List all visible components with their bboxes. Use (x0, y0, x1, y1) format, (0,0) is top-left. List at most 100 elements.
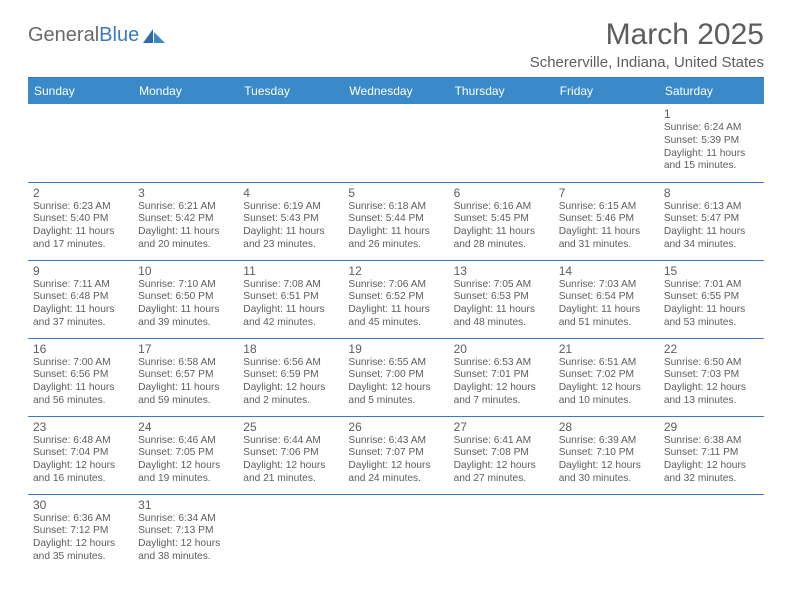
day-cell (28, 104, 133, 182)
sunrise-text: Sunrise: 6:55 AM (348, 357, 443, 370)
daylight-text: Daylight: 11 hours and 45 minutes. (348, 304, 443, 330)
sunrise-text: Sunrise: 6:21 AM (138, 201, 233, 214)
day-info: Sunrise: 6:15 AMSunset: 5:46 PMDaylight:… (559, 201, 654, 252)
sunrise-text: Sunrise: 7:11 AM (33, 279, 128, 292)
sunset-text: Sunset: 6:54 PM (559, 291, 654, 304)
weekday-header: Thursday (449, 78, 554, 104)
day-info: Sunrise: 6:36 AMSunset: 7:12 PMDaylight:… (33, 513, 128, 564)
day-info: Sunrise: 6:19 AMSunset: 5:43 PMDaylight:… (243, 201, 338, 252)
day-info: Sunrise: 6:48 AMSunset: 7:04 PMDaylight:… (33, 435, 128, 486)
sunrise-text: Sunrise: 6:15 AM (559, 201, 654, 214)
sunrise-text: Sunrise: 6:41 AM (454, 435, 549, 448)
day-number: 8 (664, 186, 759, 200)
daylight-text: Daylight: 11 hours and 23 minutes. (243, 226, 338, 252)
sunrise-text: Sunrise: 6:44 AM (243, 435, 338, 448)
weekday-header-row: Sunday Monday Tuesday Wednesday Thursday… (28, 78, 764, 104)
daylight-text: Daylight: 12 hours and 7 minutes. (454, 382, 549, 408)
day-cell: 6Sunrise: 6:16 AMSunset: 5:45 PMDaylight… (449, 182, 554, 260)
day-number: 6 (454, 186, 549, 200)
daylight-text: Daylight: 12 hours and 30 minutes. (559, 460, 654, 486)
daylight-text: Daylight: 12 hours and 38 minutes. (138, 538, 233, 564)
day-number: 28 (559, 420, 654, 434)
sunset-text: Sunset: 5:45 PM (454, 213, 549, 226)
sunrise-text: Sunrise: 6:56 AM (243, 357, 338, 370)
sunset-text: Sunset: 7:13 PM (138, 525, 233, 538)
day-cell (554, 104, 659, 182)
day-cell: 19Sunrise: 6:55 AMSunset: 7:00 PMDayligh… (343, 338, 448, 416)
day-number: 22 (664, 342, 759, 356)
sail-icon (141, 27, 167, 45)
sunset-text: Sunset: 7:08 PM (454, 447, 549, 460)
day-number: 14 (559, 264, 654, 278)
day-number: 10 (138, 264, 233, 278)
sunset-text: Sunset: 6:52 PM (348, 291, 443, 304)
day-cell: 25Sunrise: 6:44 AMSunset: 7:06 PMDayligh… (238, 416, 343, 494)
day-info: Sunrise: 7:08 AMSunset: 6:51 PMDaylight:… (243, 279, 338, 330)
daylight-text: Daylight: 11 hours and 15 minutes. (664, 148, 759, 174)
day-number: 26 (348, 420, 443, 434)
day-cell: 26Sunrise: 6:43 AMSunset: 7:07 PMDayligh… (343, 416, 448, 494)
sunset-text: Sunset: 5:46 PM (559, 213, 654, 226)
calendar-table: Sunday Monday Tuesday Wednesday Thursday… (28, 78, 764, 572)
daylight-text: Daylight: 11 hours and 20 minutes. (138, 226, 233, 252)
sunset-text: Sunset: 5:44 PM (348, 213, 443, 226)
month-title: March 2025 (530, 18, 764, 52)
sunrise-text: Sunrise: 6:38 AM (664, 435, 759, 448)
day-number: 21 (559, 342, 654, 356)
day-number: 1 (664, 107, 759, 121)
sunset-text: Sunset: 6:57 PM (138, 369, 233, 382)
day-cell: 3Sunrise: 6:21 AMSunset: 5:42 PMDaylight… (133, 182, 238, 260)
daylight-text: Daylight: 11 hours and 26 minutes. (348, 226, 443, 252)
day-cell (554, 494, 659, 572)
day-cell: 10Sunrise: 7:10 AMSunset: 6:50 PMDayligh… (133, 260, 238, 338)
day-info: Sunrise: 7:11 AMSunset: 6:48 PMDaylight:… (33, 279, 128, 330)
brand-part2: Blue (99, 24, 139, 47)
sunrise-text: Sunrise: 6:16 AM (454, 201, 549, 214)
daylight-text: Daylight: 12 hours and 35 minutes. (33, 538, 128, 564)
daylight-text: Daylight: 12 hours and 10 minutes. (559, 382, 654, 408)
day-cell: 31Sunrise: 6:34 AMSunset: 7:13 PMDayligh… (133, 494, 238, 572)
sunset-text: Sunset: 7:10 PM (559, 447, 654, 460)
title-block: March 2025 Schererville, Indiana, United… (530, 18, 764, 71)
sunset-text: Sunset: 6:59 PM (243, 369, 338, 382)
daylight-text: Daylight: 11 hours and 31 minutes. (559, 226, 654, 252)
daylight-text: Daylight: 11 hours and 34 minutes. (664, 226, 759, 252)
day-number: 18 (243, 342, 338, 356)
sunrise-text: Sunrise: 6:48 AM (33, 435, 128, 448)
day-number: 29 (664, 420, 759, 434)
daylight-text: Daylight: 11 hours and 42 minutes. (243, 304, 338, 330)
day-cell: 11Sunrise: 7:08 AMSunset: 6:51 PMDayligh… (238, 260, 343, 338)
day-number: 5 (348, 186, 443, 200)
day-cell: 5Sunrise: 6:18 AMSunset: 5:44 PMDaylight… (343, 182, 448, 260)
day-number: 27 (454, 420, 549, 434)
daylight-text: Daylight: 11 hours and 56 minutes. (33, 382, 128, 408)
sunrise-text: Sunrise: 6:51 AM (559, 357, 654, 370)
day-info: Sunrise: 6:13 AMSunset: 5:47 PMDaylight:… (664, 201, 759, 252)
sunrise-text: Sunrise: 6:43 AM (348, 435, 443, 448)
day-info: Sunrise: 6:53 AMSunset: 7:01 PMDaylight:… (454, 357, 549, 408)
day-cell: 20Sunrise: 6:53 AMSunset: 7:01 PMDayligh… (449, 338, 554, 416)
day-info: Sunrise: 6:43 AMSunset: 7:07 PMDaylight:… (348, 435, 443, 486)
daylight-text: Daylight: 12 hours and 13 minutes. (664, 382, 759, 408)
sunrise-text: Sunrise: 6:50 AM (664, 357, 759, 370)
daylight-text: Daylight: 11 hours and 53 minutes. (664, 304, 759, 330)
sunset-text: Sunset: 6:55 PM (664, 291, 759, 304)
day-number: 4 (243, 186, 338, 200)
sunrise-text: Sunrise: 7:05 AM (454, 279, 549, 292)
sunset-text: Sunset: 5:39 PM (664, 135, 759, 148)
day-number: 3 (138, 186, 233, 200)
sunrise-text: Sunrise: 7:06 AM (348, 279, 443, 292)
day-info: Sunrise: 6:50 AMSunset: 7:03 PMDaylight:… (664, 357, 759, 408)
day-cell: 9Sunrise: 7:11 AMSunset: 6:48 PMDaylight… (28, 260, 133, 338)
sunrise-text: Sunrise: 7:03 AM (559, 279, 654, 292)
day-cell (449, 494, 554, 572)
brand-part1: General (28, 24, 99, 47)
day-number: 30 (33, 498, 128, 512)
sunrise-text: Sunrise: 6:23 AM (33, 201, 128, 214)
day-info: Sunrise: 6:23 AMSunset: 5:40 PMDaylight:… (33, 201, 128, 252)
day-cell: 21Sunrise: 6:51 AMSunset: 7:02 PMDayligh… (554, 338, 659, 416)
sunset-text: Sunset: 7:07 PM (348, 447, 443, 460)
day-number: 19 (348, 342, 443, 356)
brand-logo: GeneralBlue (28, 24, 167, 47)
weekday-header: Friday (554, 78, 659, 104)
